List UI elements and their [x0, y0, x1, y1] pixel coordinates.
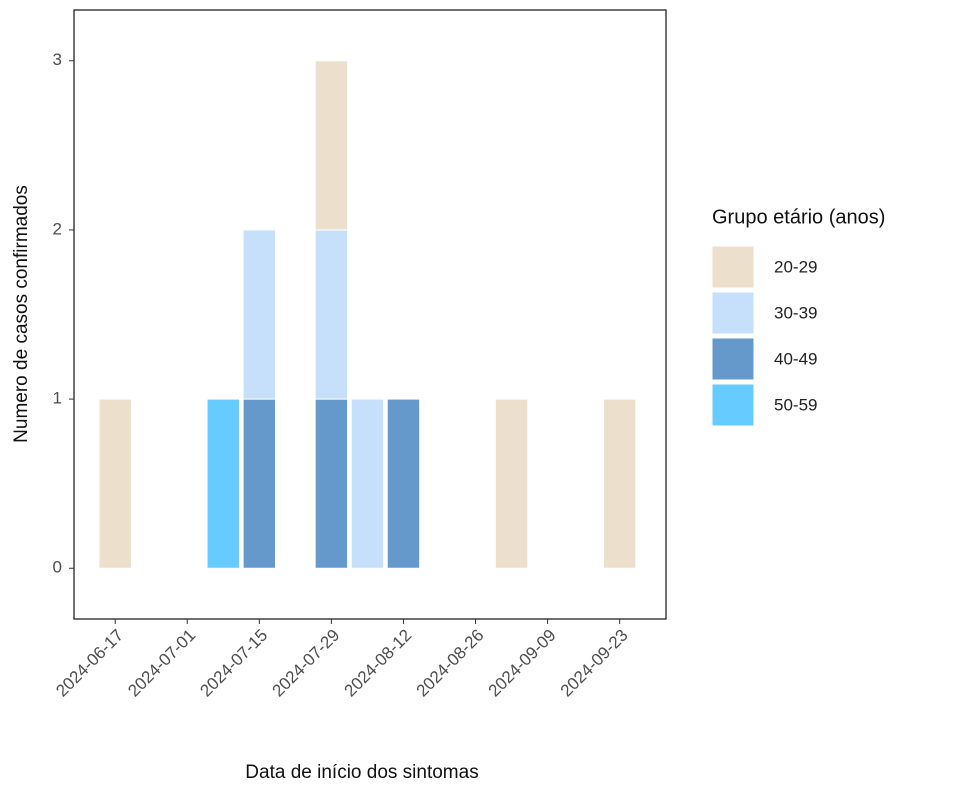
bar-segment [242, 229, 277, 400]
legend-label: 50-59 [774, 395, 817, 414]
x-tick-label: 2024-08-26 [413, 626, 488, 701]
bar-segment [386, 398, 421, 569]
bar-segment [98, 398, 132, 569]
x-tick-label: 2024-07-29 [268, 626, 343, 701]
y-tick-label: 1 [53, 389, 62, 408]
bar-segment [314, 60, 349, 231]
x-tick-label: 2024-09-09 [485, 626, 560, 701]
bar-segment [314, 229, 349, 400]
legend-key [711, 291, 755, 335]
legend-key [711, 337, 755, 381]
x-tick-label: 2024-08-12 [341, 626, 416, 701]
legend-title: Grupo etário (anos) [712, 206, 885, 228]
bar-segment [602, 398, 637, 569]
x-axis-title: Data de início dos sintomas [245, 762, 478, 783]
y-axis-title: Numero de casos confirmados [11, 185, 32, 443]
legend-key [711, 245, 755, 289]
legend-key [711, 383, 755, 427]
y-tick-label: 0 [53, 558, 62, 577]
legend-label: 40-49 [774, 349, 817, 368]
bar-segment [494, 398, 529, 569]
bar-segment [350, 398, 385, 569]
x-tick-label: 2024-06-17 [52, 626, 127, 701]
y-tick-label: 2 [53, 219, 62, 238]
bar-segment [206, 398, 241, 569]
y-tick-label: 3 [53, 50, 62, 69]
bar-segment [242, 398, 277, 569]
legend-label: 30-39 [774, 303, 817, 322]
x-tick-label: 2024-07-15 [196, 626, 271, 701]
legend-label: 20-29 [774, 257, 817, 276]
bar-segment [314, 398, 349, 569]
x-tick-label: 2024-07-01 [124, 626, 199, 701]
x-tick-label: 2024-09-23 [557, 626, 632, 701]
plot-panel [73, 9, 667, 620]
